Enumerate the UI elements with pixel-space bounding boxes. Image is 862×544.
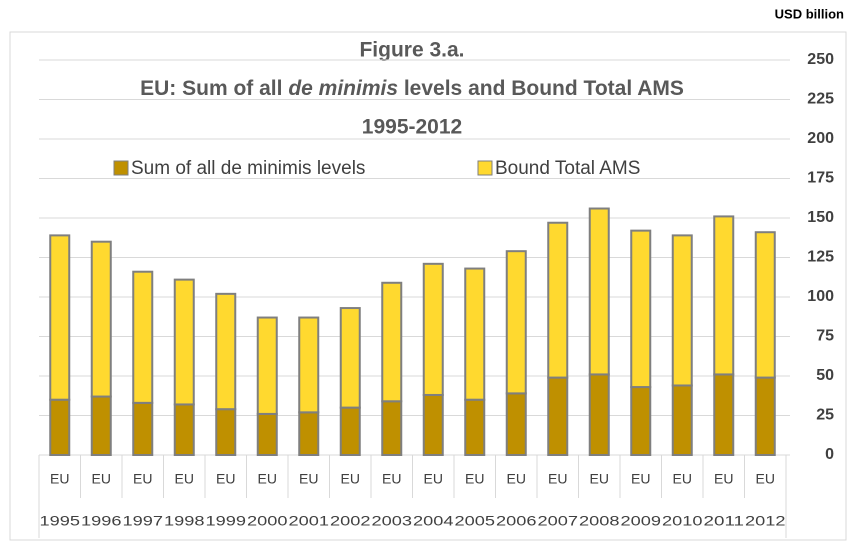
x-tick-label: 2000 — [247, 513, 288, 529]
bar-segment — [49, 234, 71, 401]
bar-segment — [215, 292, 237, 411]
y-tick-label: 0 — [825, 446, 834, 463]
chart-title: EU: Sum of all de minimis levels and Bou… — [140, 77, 684, 100]
bar-segment — [547, 376, 569, 456]
x-group-label: EU — [50, 471, 69, 487]
bar-segment — [215, 408, 237, 456]
x-tick-label: 2012 — [745, 513, 786, 529]
x-group-label: EU — [424, 471, 443, 487]
bar-segment — [505, 392, 527, 457]
legend-label: Bound Total AMS — [495, 158, 640, 179]
y-tick-label: 75 — [816, 328, 834, 345]
x-group-label: EU — [714, 471, 733, 487]
y-tick-label: 50 — [816, 367, 834, 384]
bar-segment — [90, 240, 112, 398]
bar-segment — [298, 316, 320, 414]
x-tick-label: 2001 — [289, 513, 330, 529]
chart-frame — [9, 31, 847, 541]
bar-segment — [422, 393, 444, 456]
x-group-label: EU — [133, 471, 152, 487]
x-group-label: EU — [299, 471, 318, 487]
x-group-label: EU — [258, 471, 277, 487]
bar-segment — [173, 403, 195, 457]
bar-segment — [754, 231, 776, 379]
bar-segment — [713, 215, 735, 376]
bar-segment — [464, 398, 486, 457]
bar-segment — [339, 307, 361, 409]
x-tick-label: 1997 — [123, 513, 164, 529]
x-group-label: EU — [673, 471, 692, 487]
x-tick-label: 1999 — [206, 513, 247, 529]
bar-segment — [381, 281, 403, 403]
bar-segment — [671, 384, 693, 457]
x-tick-label: 2006 — [496, 513, 537, 529]
bar-segment — [132, 270, 154, 404]
title-part: EU: Sum of all — [140, 77, 288, 100]
y-tick-label: 200 — [807, 130, 834, 147]
x-group-label: EU — [507, 471, 526, 487]
x-tick-label: 1998 — [164, 513, 205, 529]
x-tick-label: 2007 — [538, 513, 579, 529]
x-group-label: EU — [631, 471, 650, 487]
chart-title: Figure 3.a. — [359, 39, 464, 62]
bar-segment — [49, 398, 71, 457]
x-group-label: EU — [590, 471, 609, 487]
x-tick-label: 2008 — [579, 513, 620, 529]
y-tick-label: 250 — [807, 51, 834, 68]
unit-label: USD billion — [775, 6, 844, 21]
x-tick-label: 2010 — [662, 513, 703, 529]
x-tick-label: 2003 — [372, 513, 413, 529]
x-group-label: EU — [465, 471, 484, 487]
x-tick-label: 1996 — [81, 513, 122, 529]
x-tick-label: 2005 — [455, 513, 496, 529]
title-part: de minimis — [288, 77, 398, 100]
x-group-label: EU — [382, 471, 401, 487]
x-group-label: EU — [175, 471, 194, 487]
legend-label: Sum of all de minimis levels — [131, 158, 365, 179]
bar-segment — [713, 373, 735, 457]
y-tick-label: 175 — [807, 170, 834, 187]
bar-segment — [339, 406, 361, 457]
bar-segment — [132, 401, 154, 456]
bar-segment — [754, 376, 776, 456]
bar-segment — [90, 395, 112, 457]
bar-segment — [422, 262, 444, 396]
bar-segment — [588, 207, 610, 376]
x-group-label: EU — [341, 471, 360, 487]
y-tick-label: 25 — [816, 407, 834, 424]
bar-segment — [630, 229, 652, 389]
x-tick-label: 2004 — [413, 513, 454, 529]
bar-segment — [671, 234, 693, 387]
x-group-label: EU — [548, 471, 567, 487]
bar-segment — [505, 250, 527, 395]
bar-segment — [298, 411, 320, 456]
legend-swatch — [113, 160, 129, 176]
y-tick-label: 125 — [807, 249, 834, 266]
x-tick-label: 2009 — [621, 513, 662, 529]
legend-swatch — [477, 160, 493, 176]
y-tick-label: 150 — [807, 209, 834, 226]
bar-segment — [547, 221, 569, 379]
bar-segment — [381, 400, 403, 456]
x-tick-label: 2011 — [704, 513, 745, 529]
x-group-label: EU — [756, 471, 775, 487]
bar-segment — [256, 316, 278, 415]
bar-segment — [173, 278, 195, 406]
y-tick-label: 100 — [807, 288, 834, 305]
x-group-label: EU — [216, 471, 235, 487]
bar-segment — [464, 267, 486, 401]
x-group-label: EU — [92, 471, 111, 487]
x-tick-label: 2002 — [330, 513, 371, 529]
title-part: levels and Bound Total AMS — [398, 77, 684, 100]
bar-segment — [588, 373, 610, 457]
chart-title: 1995-2012 — [362, 116, 462, 139]
bar-segment — [256, 412, 278, 457]
y-tick-label: 225 — [807, 91, 834, 108]
x-tick-label: 1995 — [40, 513, 81, 529]
bar-segment — [630, 386, 652, 456]
